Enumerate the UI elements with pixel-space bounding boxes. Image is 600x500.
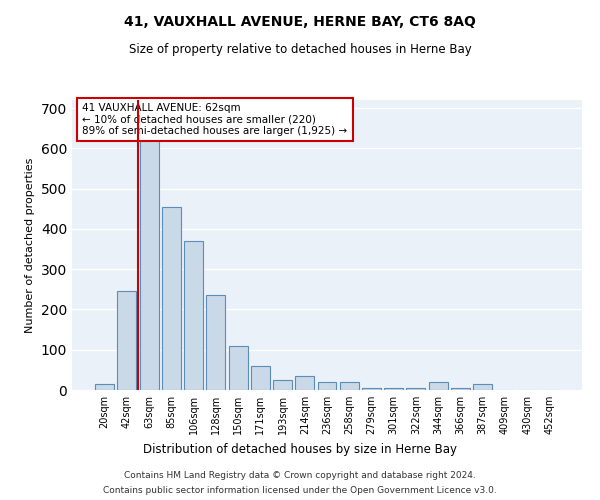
Bar bbox=[162, 206, 181, 390]
Bar bbox=[140, 126, 158, 390]
Text: 41 VAUXHALL AVENUE: 62sqm
← 10% of detached houses are smaller (220)
89% of semi: 41 VAUXHALL AVENUE: 62sqm ← 10% of detac… bbox=[82, 103, 347, 136]
Bar bbox=[340, 382, 359, 390]
Bar bbox=[118, 292, 136, 390]
Bar bbox=[229, 346, 248, 390]
Bar bbox=[95, 384, 114, 390]
Bar bbox=[273, 380, 292, 390]
Bar bbox=[429, 382, 448, 390]
Bar bbox=[362, 388, 381, 390]
Bar bbox=[206, 296, 225, 390]
Text: Size of property relative to detached houses in Herne Bay: Size of property relative to detached ho… bbox=[128, 42, 472, 56]
Text: 41, VAUXHALL AVENUE, HERNE BAY, CT6 8AQ: 41, VAUXHALL AVENUE, HERNE BAY, CT6 8AQ bbox=[124, 15, 476, 29]
Text: Distribution of detached houses by size in Herne Bay: Distribution of detached houses by size … bbox=[143, 442, 457, 456]
Bar bbox=[451, 388, 470, 390]
Text: Contains HM Land Registry data © Crown copyright and database right 2024.: Contains HM Land Registry data © Crown c… bbox=[124, 471, 476, 480]
Bar bbox=[317, 382, 337, 390]
Bar bbox=[384, 388, 403, 390]
Text: Contains public sector information licensed under the Open Government Licence v3: Contains public sector information licen… bbox=[103, 486, 497, 495]
Bar bbox=[406, 388, 425, 390]
Bar bbox=[295, 376, 314, 390]
Bar bbox=[184, 241, 203, 390]
Y-axis label: Number of detached properties: Number of detached properties bbox=[25, 158, 35, 332]
Bar bbox=[251, 366, 270, 390]
Bar bbox=[473, 384, 492, 390]
